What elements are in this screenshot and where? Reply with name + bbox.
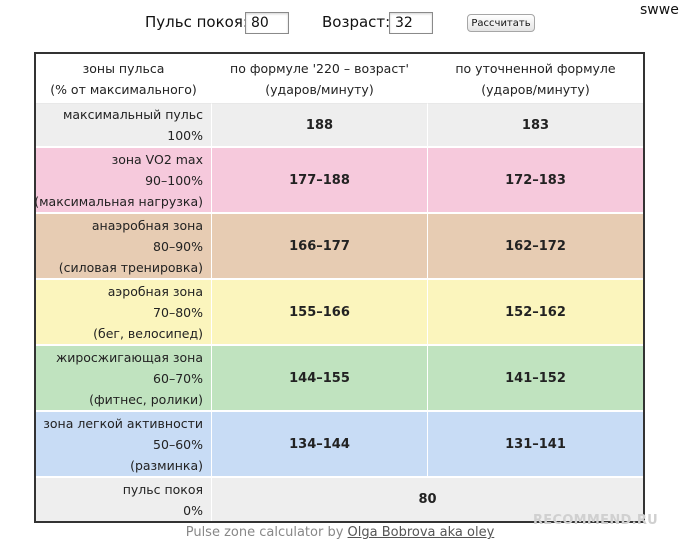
author-link[interactable]: Olga Bobrova aka oley — [347, 525, 495, 540]
formula-220-value: 177–188 — [212, 148, 428, 214]
zone-name: жиросжигающая зона — [55, 349, 203, 365]
calculate-button[interactable]: Рассчитать — [467, 14, 535, 32]
zone-name: зона VO2 max — [111, 151, 203, 167]
zone-note: (бег, велосипед) — [93, 325, 203, 341]
zone-range: 70–80% — [153, 304, 203, 320]
table-row-vo2max: зона VO2 max 90–100% (максимальная нагру… — [34, 148, 643, 214]
zone-note: (максимальная нагрузка) — [34, 193, 203, 209]
formula-220-value: 155–166 — [212, 280, 428, 346]
pulse-zones-table: зоны пульса (% от максимального) по форм… — [34, 52, 645, 523]
header-formula-220: по формуле '220 – возраст' (ударов/минут… — [212, 54, 428, 104]
table-row-light-activity: зона легкой активности 50–60% (разминка)… — [36, 412, 643, 478]
table-header: зоны пульса (% от максимального) по форм… — [36, 54, 643, 104]
zone-range: 90–100% — [145, 172, 203, 188]
zone-range: 50–60% — [153, 436, 203, 452]
age-label: Возраст: — [322, 13, 391, 31]
footer-prefix: Pulse zone calculator by — [185, 525, 348, 540]
formula-220-value: 144–155 — [212, 346, 428, 412]
table-row-fat-burning: жиросжигающая зона 60–70% (фитнес, ролик… — [36, 346, 643, 412]
formula-220-value: 166–177 — [212, 214, 428, 280]
resting-pulse-value: 80 — [212, 478, 643, 521]
zone-name-cell: зона легкой активности 50–60% (разминка) — [36, 412, 212, 478]
username: swwe — [640, 2, 679, 18]
zone-range: 100% — [167, 128, 203, 143]
header-zones-title: зоны пульса — [82, 60, 165, 76]
table-row-resting-pulse: пульс покоя 0% 80 — [36, 478, 643, 521]
header-refined-title: по уточненной формуле — [455, 60, 616, 76]
refined-formula-value: 131–141 — [428, 412, 643, 478]
header-refined-unit: (ударов/минуту) — [481, 81, 590, 97]
calculator-form: Пульс покоя: Возраст: Рассчитать — [0, 11, 680, 35]
formula-220-value: 134–144 — [212, 412, 428, 478]
zone-range: 60–70% — [153, 370, 203, 386]
zone-name-cell: зона VO2 max 90–100% (максимальная нагру… — [34, 148, 212, 214]
zone-name-cell: анаэробная зона 80–90% (силовая трениров… — [36, 214, 212, 280]
table-row-aerobic: аэробная зона 70–80% (бег, велосипед) 15… — [36, 280, 643, 346]
zone-note: (фитнес, ролики) — [89, 391, 203, 407]
zone-range: 80–90% — [153, 238, 203, 254]
zone-name: пульс покоя — [122, 481, 203, 497]
zone-note: (разминка) — [130, 457, 203, 473]
zone-name: зона легкой активности — [43, 415, 203, 431]
refined-formula-value: 183 — [428, 104, 643, 148]
zone-range: 0% — [183, 502, 203, 518]
header-zones: зоны пульса (% от максимального) — [36, 54, 212, 104]
watermark-logo: RECOMMEND.RU — [533, 513, 659, 528]
header-refined-formula: по уточненной формуле (ударов/минуту) — [428, 54, 643, 104]
zone-name-cell: максимальный пульс 100% — [36, 104, 212, 148]
zone-name-cell: жиросжигающая зона 60–70% (фитнес, ролик… — [36, 346, 212, 412]
zone-name-cell: аэробная зона 70–80% (бег, велосипед) — [36, 280, 212, 346]
table-row-max-pulse: максимальный пульс 100% 188 183 — [36, 104, 643, 148]
refined-formula-value: 152–162 — [428, 280, 643, 346]
header-formula-220-unit: (ударов/минуту) — [265, 81, 374, 97]
header-formula-220-title: по формуле '220 – возраст' — [230, 60, 409, 76]
formula-220-value: 188 — [212, 104, 428, 148]
table-row-anaerobic: анаэробная зона 80–90% (силовая трениров… — [36, 214, 643, 280]
refined-formula-value: 162–172 — [428, 214, 643, 280]
header-zones-subtitle: (% от максимального) — [50, 81, 197, 97]
age-input[interactable] — [389, 12, 433, 34]
pulse-label: Пульс покоя: — [145, 13, 248, 31]
zone-name: анаэробная зона — [91, 217, 203, 233]
refined-formula-value: 172–183 — [428, 148, 643, 214]
zone-note: (силовая тренировка) — [58, 259, 203, 275]
zone-name: аэробная зона — [107, 283, 203, 299]
footer-credit: Pulse zone calculator by Olga Bobrova ak… — [0, 525, 680, 540]
zone-name: максимальный пульс — [62, 107, 203, 122]
refined-formula-value: 141–152 — [428, 346, 643, 412]
zone-name-cell: пульс покоя 0% — [36, 478, 212, 521]
resting-pulse-input[interactable] — [245, 12, 289, 34]
